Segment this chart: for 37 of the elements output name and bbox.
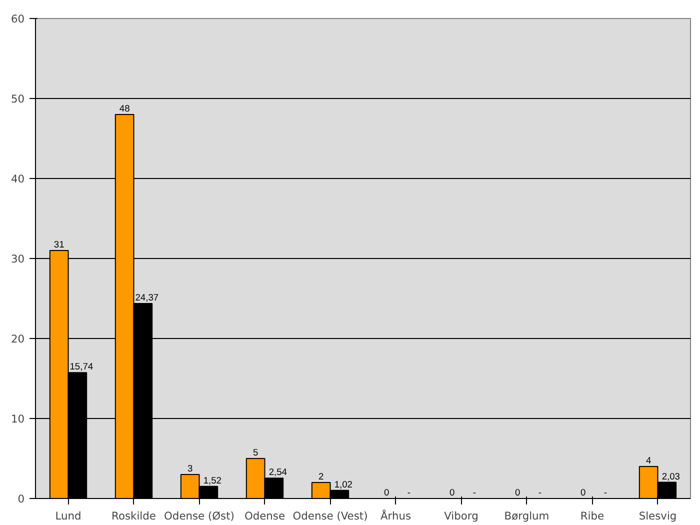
y-tick-label: 40 xyxy=(10,172,25,186)
data-label: 0 xyxy=(514,488,520,498)
data-label: 2 xyxy=(318,472,324,482)
y-tick-label: 10 xyxy=(10,412,25,426)
x-tick-label: Lund xyxy=(55,510,82,522)
data-label: 1,02 xyxy=(334,479,352,490)
data-label: 2,54 xyxy=(268,467,287,478)
y-tick-label: 20 xyxy=(10,332,25,346)
x-tick-label: Odense (Øst) xyxy=(164,510,234,522)
x-tick-label: Slesvig xyxy=(638,510,677,522)
data-label: 31 xyxy=(54,240,64,250)
x-tick-label: Århus xyxy=(380,510,412,522)
x-tick-label: Viborg xyxy=(444,510,478,522)
data-label: 0 xyxy=(384,488,390,498)
x-tick-label: Roskilde xyxy=(112,510,156,522)
x-tick-label: Odense xyxy=(244,510,286,522)
text: - xyxy=(538,488,542,498)
y-tick-label: 0 xyxy=(18,492,25,506)
y-tick-label: 50 xyxy=(10,92,25,106)
text: - xyxy=(407,488,410,498)
data-label: 48 xyxy=(119,104,130,114)
data-label: 3 xyxy=(187,464,193,474)
data-label: 24,37 xyxy=(135,292,159,303)
y-tick-label: 30 xyxy=(10,252,25,266)
data-label: 4 xyxy=(646,456,652,466)
x-tick-label: Odense (Vest) xyxy=(292,510,368,522)
data-label: 0 xyxy=(580,488,586,498)
text: - xyxy=(604,488,607,498)
text: - xyxy=(472,488,476,498)
x-tick-label: Ribe xyxy=(580,510,604,522)
data-label: 1,52 xyxy=(203,475,222,486)
data-label: 15,74 xyxy=(70,362,94,372)
x-tick-label: Børglum xyxy=(504,510,550,522)
data-label: 0 xyxy=(449,488,455,498)
data-label: 2,03 xyxy=(662,471,680,482)
data-label: 5 xyxy=(252,448,258,458)
y-tick-label: 60 xyxy=(10,12,25,26)
